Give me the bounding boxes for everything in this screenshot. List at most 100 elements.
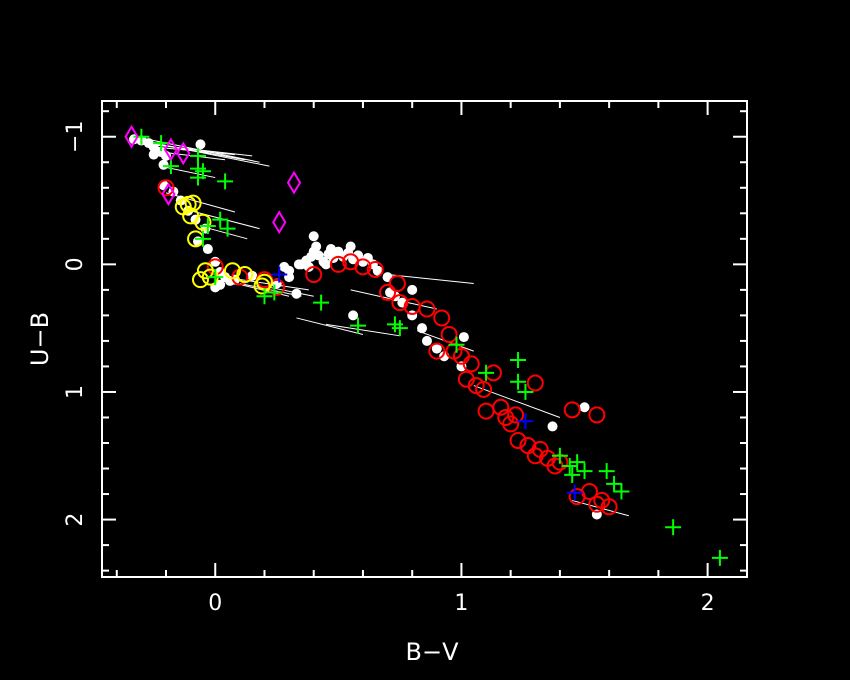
y-tick-labels: −1 0 1 2 — [63, 121, 88, 527]
red-circle-point — [507, 406, 525, 424]
green-cross-point — [569, 454, 586, 471]
green-cross-point — [510, 373, 527, 390]
x-tick-label: 1 — [454, 591, 468, 616]
vector-segment — [325, 323, 400, 337]
green-cross-point — [551, 447, 568, 464]
white-dot-point — [321, 259, 332, 270]
white-dot-point — [311, 241, 322, 252]
green-cross-point — [613, 483, 630, 500]
red-circle-point — [418, 300, 436, 318]
y-axis-label: U−B — [26, 312, 54, 366]
white-dot-point — [547, 421, 558, 432]
red-circle-point — [379, 283, 397, 301]
vector-segment — [153, 146, 235, 156]
green-cross-point — [606, 475, 623, 492]
red-circle-point — [305, 266, 323, 284]
white-dot-point — [161, 150, 172, 161]
x-tick-label: 0 — [208, 591, 222, 616]
vector-segment — [165, 166, 216, 179]
yellow-circle-point — [223, 262, 241, 280]
green-cross-point — [517, 383, 534, 400]
magenta-diamond-point — [124, 124, 139, 149]
magenta-diamond-point — [161, 182, 176, 207]
data-points — [124, 124, 728, 566]
green-cross-point — [598, 463, 615, 480]
yellow-circle-point — [253, 277, 271, 295]
red-circle-point — [475, 380, 493, 398]
white-dot-point — [284, 265, 295, 276]
axis-ticks — [102, 101, 747, 577]
green-cross-point — [153, 135, 170, 152]
white-dot-point — [407, 284, 418, 295]
blue-cross-point — [566, 484, 583, 501]
blue-cross-point — [271, 266, 288, 283]
y-tick-label: 2 — [63, 513, 88, 527]
red-circle-point — [588, 495, 606, 513]
red-circle-point — [366, 260, 384, 278]
red-circle-point — [354, 258, 372, 276]
green-cross-point — [194, 163, 211, 180]
green-cross-point — [207, 269, 224, 286]
green-cross-point — [448, 336, 465, 353]
green-cross-point — [665, 519, 682, 536]
red-circle-point — [509, 431, 527, 449]
x-tick-labels: 0 1 2 — [208, 591, 714, 616]
red-circle-point — [440, 326, 458, 344]
green-cross-point — [256, 288, 273, 305]
vector-segment — [269, 286, 314, 297]
green-cross-point — [194, 230, 211, 247]
vector-segment — [473, 385, 561, 418]
green-cross-point — [478, 364, 495, 381]
white-dot-point — [458, 332, 469, 343]
blue-cross-point — [517, 413, 534, 430]
white-dot-point — [303, 261, 314, 272]
red-circle-point — [462, 355, 480, 373]
y-tick-label: 0 — [63, 257, 88, 271]
green-cross-point — [133, 128, 150, 145]
green-cross-point — [510, 352, 527, 369]
white-dot-point — [291, 288, 302, 299]
white-dot-point — [417, 323, 428, 334]
vector-segment — [296, 317, 364, 336]
white-dot-point — [148, 141, 159, 152]
yellow-circle-point — [191, 271, 209, 289]
red-circle-point — [391, 294, 409, 312]
red-circle-point — [492, 398, 510, 416]
green-cross-point — [564, 466, 581, 483]
red-circle-point — [600, 498, 618, 516]
white-dot-point — [345, 241, 356, 252]
yellow-circle-point — [236, 266, 254, 284]
red-circle-point — [563, 401, 581, 419]
x-tick-label: 2 — [701, 591, 715, 616]
red-circle-point — [329, 255, 347, 273]
white-dot-point — [158, 159, 169, 170]
white-dot-point — [325, 244, 336, 255]
magenta-diamond-point — [286, 170, 302, 195]
red-circle-point — [580, 482, 598, 500]
white-dot-point — [308, 231, 319, 242]
yellow-circle-point — [194, 213, 212, 231]
magenta-diamond-point — [163, 137, 179, 162]
yellow-circle-point — [184, 194, 202, 212]
red-circle-point — [388, 274, 406, 292]
white-dot-point — [421, 335, 432, 346]
green-cross-point — [576, 463, 593, 480]
vector-segment — [387, 274, 474, 284]
green-cross-point — [217, 173, 234, 190]
green-cross-point — [219, 220, 236, 237]
red-circle-point — [433, 309, 451, 327]
axes-frame — [101, 100, 748, 578]
white-dot-point — [431, 343, 442, 354]
magenta-diamond-point — [176, 141, 191, 166]
green-cross-point — [199, 218, 216, 235]
red-circle-point — [588, 406, 606, 424]
white-dot-point — [407, 310, 418, 321]
red-circle-point — [502, 415, 520, 433]
magenta-diamond-point — [272, 210, 287, 235]
red-circle-point — [157, 179, 175, 197]
green-cross-point — [313, 294, 330, 311]
white-dot-point — [148, 149, 159, 160]
red-circle-point — [428, 342, 446, 360]
